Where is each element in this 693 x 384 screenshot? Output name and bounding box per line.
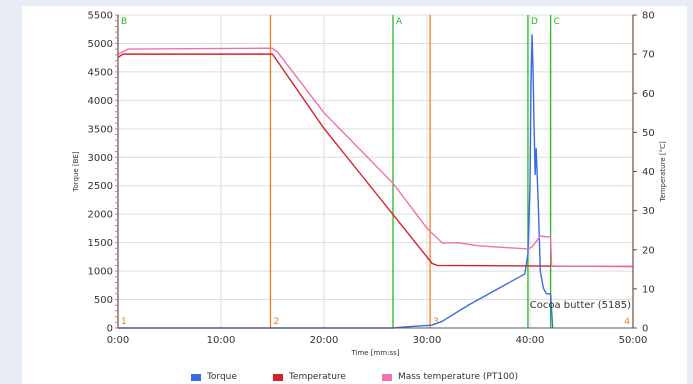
series-line-mass-temperature-pt100-: [117, 47, 633, 267]
y2-tick-label: 30: [642, 206, 655, 217]
grid: [117, 14, 634, 329]
marker-label-1: 1: [121, 317, 127, 327]
marker-label-2: 2: [273, 317, 279, 327]
legend-label: Temperature: [288, 372, 346, 382]
x-tick-label: 30:00: [413, 335, 442, 346]
marker-label-B: B: [121, 17, 127, 27]
marker-label-D: D: [531, 17, 538, 27]
x-axis-title: Time [mm:ss]: [350, 349, 399, 357]
legend-label: Torque: [206, 372, 237, 382]
series-line-torque: [118, 34, 554, 329]
x-tick-label: 20:00: [310, 335, 339, 346]
y-tick-label: 2000: [88, 210, 113, 221]
marker-label-4: 4: [624, 317, 630, 327]
y-tick-label: 1000: [88, 267, 113, 278]
legend-swatch: [272, 373, 283, 381]
marker-label-C: C: [554, 17, 560, 27]
y-tick-label: 4000: [88, 96, 113, 107]
y2-tick-label: 0: [642, 324, 648, 335]
x-tick-label: 50:00: [619, 335, 648, 346]
legend: Torque Temperature Mass temperature (PT100…: [22, 371, 687, 383]
y2-tick-label: 20: [642, 245, 655, 256]
legend-swatch: [381, 373, 392, 381]
axes: [115, 14, 637, 329]
y2-tick-label: 40: [642, 167, 655, 178]
y2-tick-label: 70: [642, 50, 655, 61]
y-tick-label: 0: [107, 324, 113, 335]
series-line-temperature: [117, 53, 634, 268]
y-axis-title: Torque [BE]: [72, 151, 80, 192]
legend-label: Mass temperature (PT100): [397, 372, 519, 382]
legend-swatch: [190, 373, 201, 381]
y2-tick-label: 10: [642, 284, 655, 295]
y-tick-label: 500: [94, 295, 113, 306]
y2-tick-label: 50: [642, 128, 655, 139]
y2-tick-label: 80: [642, 11, 655, 22]
marker-label-A: A: [396, 17, 403, 27]
y-tick-label: 3500: [88, 124, 113, 135]
y-tick-label: 4500: [88, 67, 113, 78]
y-tick-label: 5500: [88, 11, 113, 22]
legend-item: Mass temperature (PT100): [381, 372, 519, 382]
chart-svg: B A D C1 2 3 4 0:00 10:00 20:00 30:00 40:00 50:0005…: [72, 11, 667, 358]
series-lines: [117, 34, 634, 329]
y-tick-label: 5000: [88, 39, 113, 50]
y2-axis-title: Temperature [°C]: [659, 141, 667, 203]
x-tick-label: 0:00: [107, 335, 129, 346]
tick-labels: 0:00 10:00 20:00 30:00 40:00 50:0005001000150…: [88, 11, 655, 347]
annotation-label: Cocoa butter (5185): [530, 300, 631, 311]
y2-tick-label: 60: [642, 89, 655, 100]
marker-label-3: 3: [433, 317, 439, 327]
y-tick-label: 3000: [88, 153, 113, 164]
marker-lines: B A D C 1 2 3 4: [117, 15, 634, 328]
y-tick-label: 1500: [88, 238, 113, 249]
x-tick-label: 40:00: [516, 335, 545, 346]
legend-item: Torque: [190, 372, 237, 382]
legend-item: Temperature: [272, 372, 346, 382]
y-tick-label: 2500: [88, 181, 113, 192]
x-tick-label: 10:00: [207, 335, 236, 346]
